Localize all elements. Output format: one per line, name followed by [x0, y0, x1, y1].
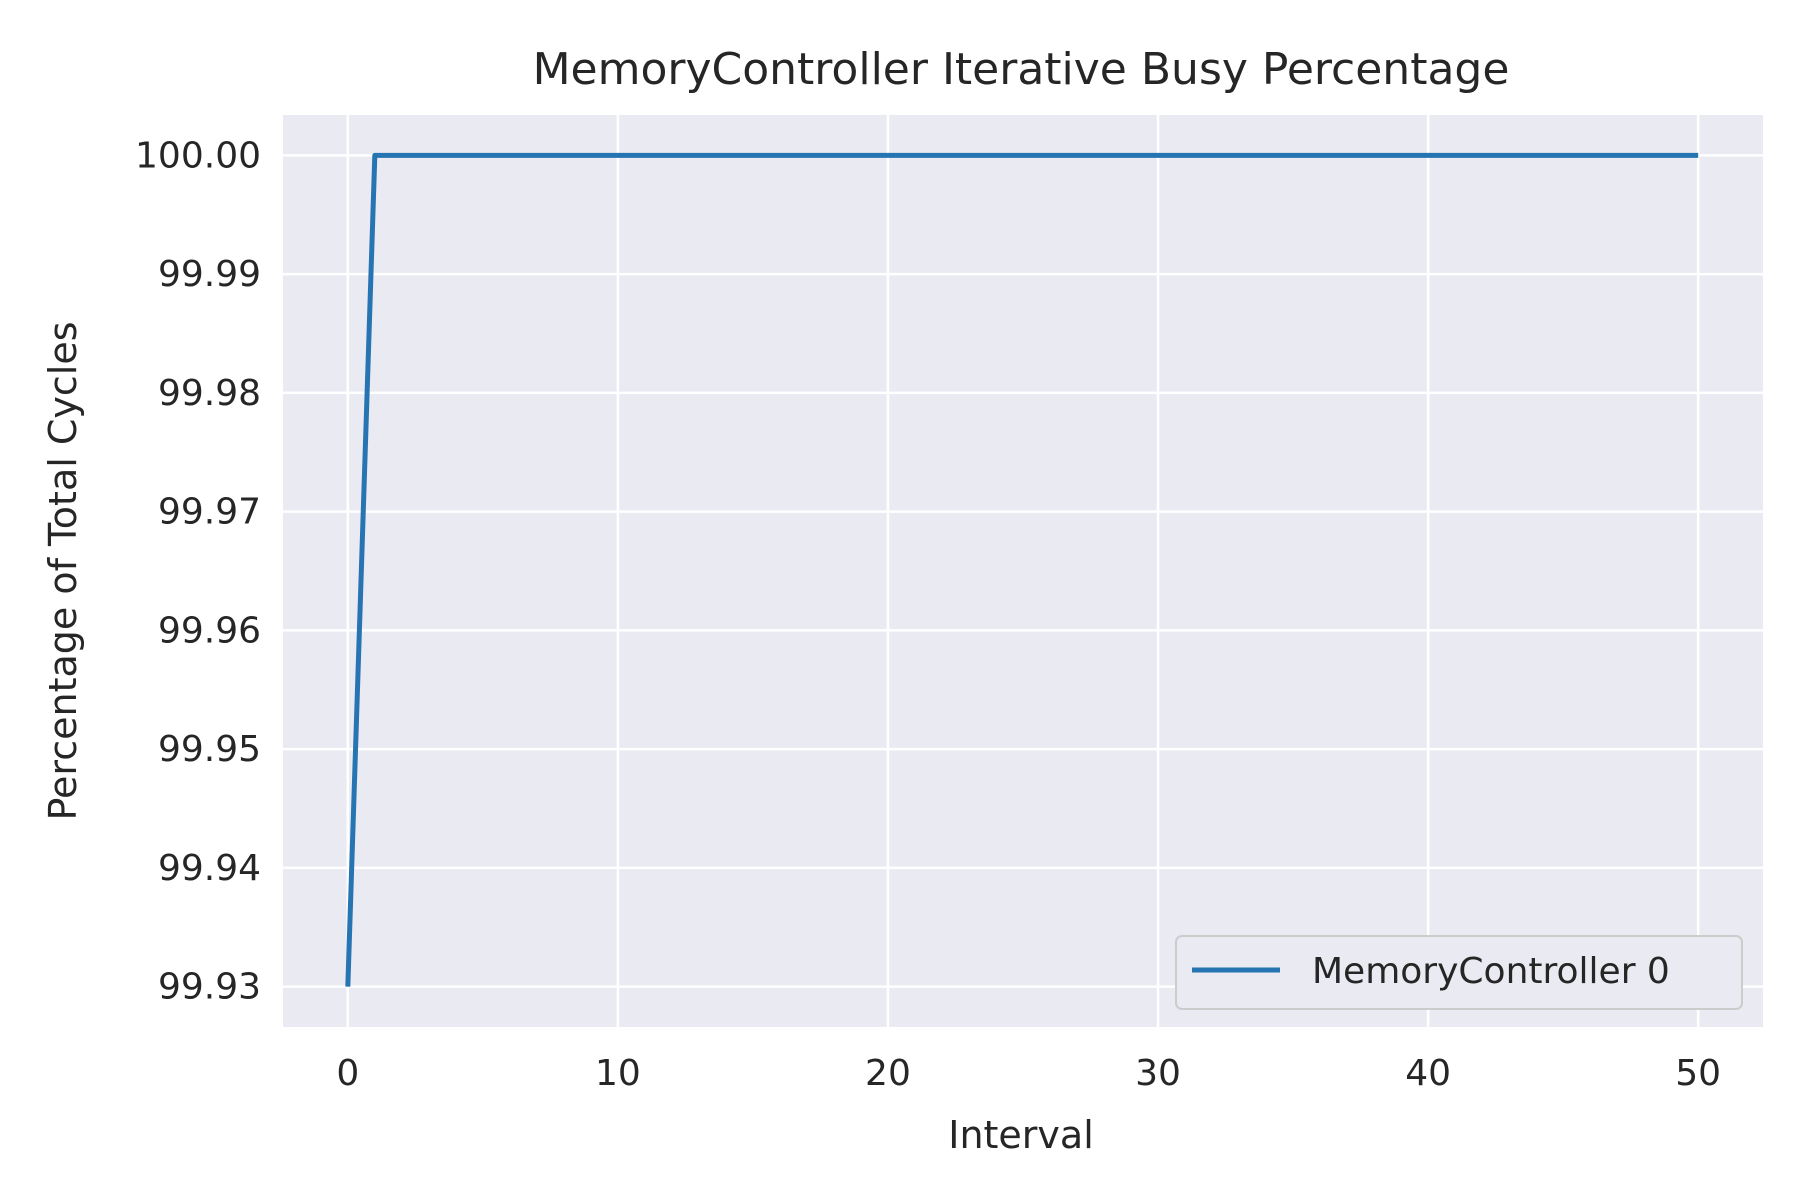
x-axis-ticks: 0 10 20 30 40 50: [336, 1053, 1721, 1094]
legend-label: MemoryController 0: [1312, 951, 1670, 992]
y-tick-label: 99.96: [158, 610, 261, 651]
y-tick-label: 99.95: [158, 729, 261, 770]
y-tick-label: 99.94: [158, 848, 261, 889]
y-tick-label: 99.98: [158, 373, 261, 414]
y-tick-label: 99.97: [158, 492, 261, 533]
series-group: [345, 152, 1699, 987]
x-tick-label: 0: [336, 1053, 359, 1094]
plot-area: [283, 115, 1763, 1027]
legend: MemoryController 0: [1175, 935, 1743, 1010]
x-tick-label: 40: [1405, 1053, 1451, 1094]
x-axis-label: Interval: [948, 1113, 1094, 1157]
y-tick-label: 99.93: [158, 967, 261, 1008]
legend-box: [1175, 935, 1743, 1010]
y-tick-label: 99.99: [158, 254, 261, 295]
y-tick-label: 100.00: [135, 135, 261, 176]
chart-title: MemoryController Iterative Busy Percenta…: [533, 44, 1510, 95]
y-axis-ticks: 99.93 99.94 99.95 99.96 99.97 99.98 99.99 100.0…: [135, 135, 261, 1007]
grid-lines: [283, 115, 1763, 1027]
x-tick-label: 50: [1675, 1053, 1721, 1094]
x-tick-label: 10: [595, 1053, 641, 1094]
y-axis-label: Percentage of Total Cycles: [41, 321, 85, 820]
series-line: [345, 152, 1699, 987]
x-tick-label: 30: [1135, 1053, 1181, 1094]
x-tick-label: 20: [865, 1053, 911, 1094]
